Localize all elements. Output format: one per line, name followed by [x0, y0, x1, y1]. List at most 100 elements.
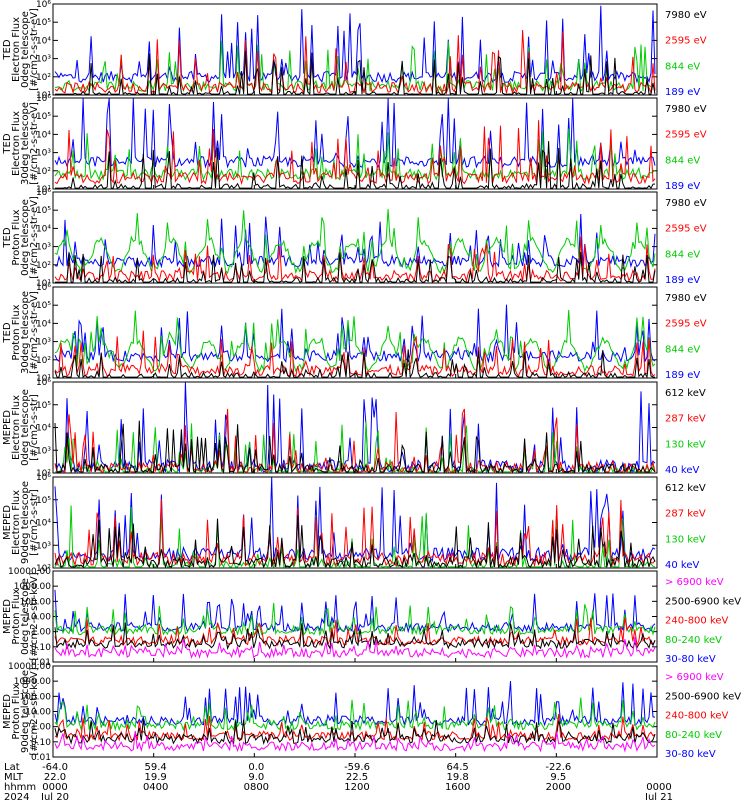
legend-entry: 2595 eV	[665, 130, 707, 141]
y-tick-label: 10⁵	[36, 206, 51, 216]
series-line-3	[55, 141, 656, 190]
y-tick-label: 0.01	[31, 753, 51, 763]
y-axis-label: [#/cm2-s-str-keV]	[29, 667, 40, 755]
series-line-0	[54, 5, 656, 84]
legend-entry: 844 eV	[665, 155, 700, 166]
y-axis-label: [#/cm2-s-str-eV]	[29, 8, 40, 91]
legend-entry: 189 eV	[665, 370, 700, 381]
y-axis-label: TED	[2, 39, 13, 60]
x-tick-label: 19.8	[447, 772, 469, 783]
y-tick-label: 10³	[36, 541, 51, 551]
y-tick-label: 10²	[36, 564, 51, 574]
y-axis-label: Proton Flux	[11, 209, 22, 265]
series-line-2	[54, 120, 656, 186]
legend-entry: 844 eV	[665, 249, 700, 260]
legend-entry: 287 keV	[665, 414, 706, 425]
y-tick-label: 10³	[36, 243, 51, 253]
x-row-label: hhmm	[4, 782, 36, 793]
y-tick-label: 10⁶	[36, 188, 51, 198]
series-line-0	[54, 589, 656, 634]
legend-entry: > 6900 keV	[665, 577, 724, 588]
series-line-2	[54, 713, 656, 742]
series-line-1	[54, 40, 656, 93]
x-tick-label: 2000	[546, 782, 571, 793]
y-axis-label: TED	[2, 227, 13, 248]
y-tick-label: 10⁴	[36, 130, 51, 140]
y-tick-label: 1000.00	[14, 582, 51, 592]
y-axis-label: 30deg telescope	[20, 102, 31, 185]
x-tick-label: Jul 21	[644, 792, 673, 800]
y-tick-label: 10³	[36, 338, 51, 348]
y-tick-label: 1000.00	[14, 677, 51, 687]
series-line-0	[54, 98, 656, 169]
y-tick-label: 10.00	[25, 708, 51, 718]
y-tick-label: 10²	[36, 261, 51, 271]
y-tick-label: 10.00	[25, 613, 51, 623]
legend-entry: 7980 eV	[665, 293, 707, 304]
legend-entry: 30-80 keV	[665, 654, 716, 665]
panel-frame	[52, 191, 658, 284]
x-tick-label: 19.9	[145, 772, 167, 783]
y-axis-label: TED	[2, 133, 13, 154]
y-tick-label: 10²	[36, 469, 51, 479]
x-row-label: MLT	[4, 772, 24, 783]
series-line-1	[54, 128, 656, 182]
y-tick-label: 10³	[36, 446, 51, 456]
legend-entry: 844 eV	[665, 344, 700, 355]
legend-entry: 7980 eV	[665, 10, 707, 21]
x-tick-label: 9.5	[550, 772, 566, 783]
y-axis-label: 0deg telescope	[20, 199, 31, 276]
y-axis-label: [#/cm2-s-str]	[29, 394, 40, 461]
y-tick-label: 10¹	[36, 279, 51, 289]
x-tick-label: -22.6	[545, 762, 571, 773]
y-axis-label: [#/cm2-s-str-eV]	[29, 102, 40, 185]
y-tick-label: 10²	[36, 167, 51, 177]
y-axis-label: MEPED	[2, 505, 13, 540]
legend-entry: 2595 eV	[665, 224, 707, 235]
y-tick-label: 10⁶	[36, 378, 51, 388]
series-line-1	[54, 309, 656, 373]
series-line-0	[54, 213, 656, 269]
legend-entry: 240-800 keV	[665, 711, 729, 722]
y-axis-label: [#/cm2-s-str-eV]	[29, 291, 40, 374]
y-axis-label: Proton Flux	[11, 683, 22, 739]
series-line-3	[54, 719, 656, 746]
x-row-label: Lat	[4, 762, 20, 773]
y-axis-label: TED	[2, 322, 13, 343]
legend-entry: 7980 eV	[665, 198, 707, 209]
x-tick-label: Jul 20	[40, 792, 69, 800]
panel-frame	[52, 665, 658, 758]
legend-entry: 189 eV	[665, 87, 700, 98]
legend-entry: 189 eV	[665, 181, 700, 192]
legend-entry: 2500-6900 keV	[665, 596, 741, 607]
x-tick-label: 22.5	[346, 772, 368, 783]
y-axis-label: 0deg telescope	[20, 11, 31, 88]
y-tick-label: 10⁵	[36, 18, 51, 28]
y-tick-label: 10³	[36, 149, 51, 159]
series-line-4	[54, 636, 656, 660]
series-line-3	[54, 349, 655, 379]
y-tick-label: 0.01	[31, 658, 51, 668]
x-tick-label: 22.0	[44, 772, 66, 783]
series-line-3	[54, 515, 656, 569]
y-axis-label: Proton Flux	[11, 588, 22, 644]
y-tick-label: 10¹	[36, 185, 51, 195]
y-tick-label: 10²	[36, 356, 51, 366]
x-tick-label: -59.6	[344, 762, 370, 773]
y-tick-label: 10⁴	[36, 224, 51, 234]
legend-entry: 7980 eV	[665, 104, 707, 115]
y-tick-label: 10⁵	[36, 301, 51, 311]
panel-7: 0.01 0.10 1.00 10.00 100.00 1000.00 10000.00 ME…	[2, 567, 741, 668]
y-tick-label: 10⁶	[36, 473, 51, 483]
series-line-4	[54, 730, 656, 753]
y-axis-label: 90deg telescope	[20, 481, 31, 564]
y-tick-label: 10000.00	[8, 662, 51, 672]
legend-entry: 612 keV	[665, 483, 706, 494]
y-tick-label: 10⁴	[36, 36, 51, 46]
y-axis-label: MEPED	[2, 410, 13, 445]
